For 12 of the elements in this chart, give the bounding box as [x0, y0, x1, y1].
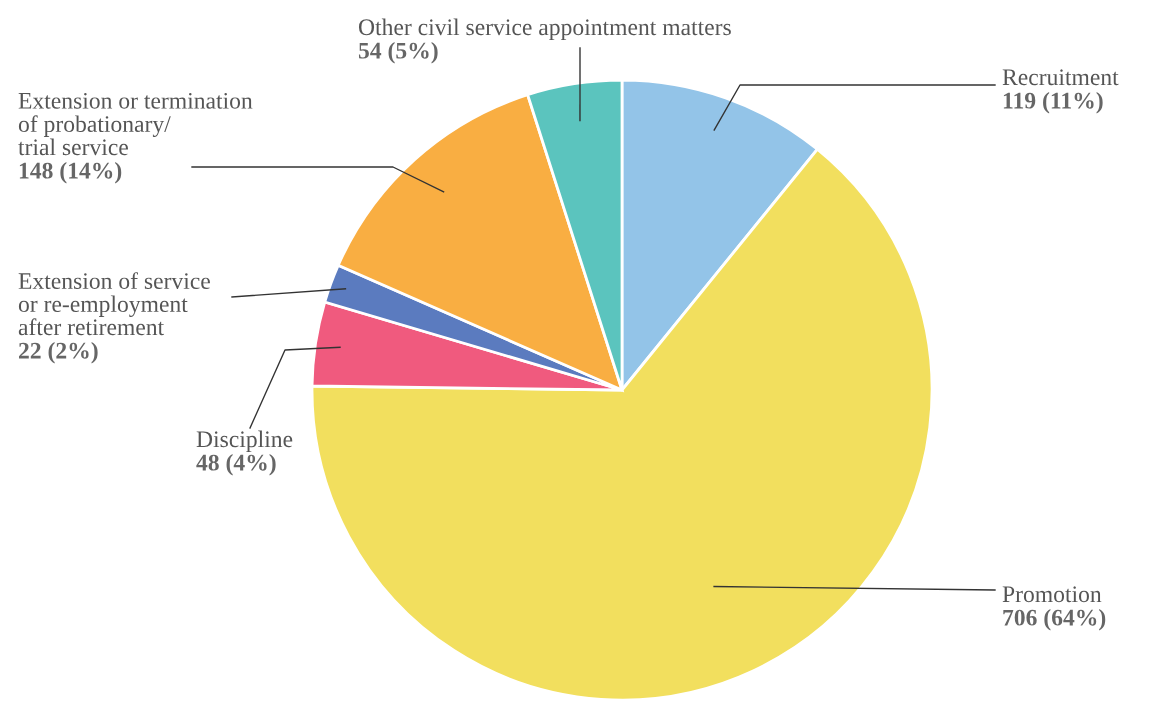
- data-label: 54 (5%): [358, 42, 438, 64]
- data-label: 148 (14%): [19, 162, 122, 184]
- data-label: 48 (4%): [196, 454, 276, 476]
- slice-label: Promotion: [1002, 586, 1102, 603]
- slice-label: Extension of service or re-employment after retirement: [18, 272, 210, 336]
- slice-label: Other civil service appointment matters: [358, 18, 731, 40]
- data-label: 706 (64%): [1003, 609, 1106, 631]
- data-label: 22 (2%): [18, 342, 98, 364]
- slice-label: Discipline: [196, 430, 293, 452]
- slice-label: Extension or termination of probationary/ trial service: [18, 92, 253, 156]
- data-label: 119 (11%): [1003, 92, 1103, 114]
- slice-label: Recruitment: [1002, 69, 1119, 86]
